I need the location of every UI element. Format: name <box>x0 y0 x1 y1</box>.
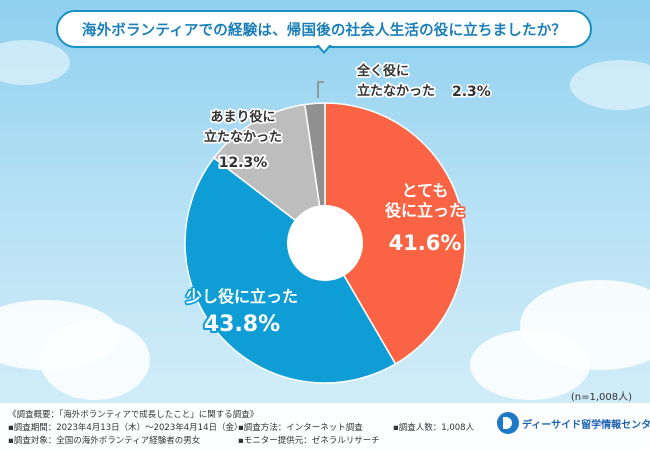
slice-value-3: 2.3% <box>452 84 491 100</box>
slice-value-2: 12.3% <box>219 155 268 171</box>
slice-label-1: 少し役に立った <box>185 287 298 306</box>
cloud-decoration <box>570 60 650 110</box>
survey-period: ▪調査期間：2023年4月13日（木）～2023年4月14日（金） <box>8 423 243 433</box>
company-logo: ディーサイド留学情報センター <box>497 412 650 434</box>
survey-count: ▪調査人数：1,008人 <box>393 423 475 433</box>
slice-value-1: 43.8% <box>204 312 280 337</box>
donut-hole <box>287 205 363 281</box>
sample-size-note: (n=1,008人) <box>570 392 632 403</box>
logo-icon <box>497 412 519 434</box>
slice-value-0: 41.6% <box>389 231 462 255</box>
slice-label-2: あまり役に <box>210 109 275 125</box>
survey-method: ▪調査方法：インターネット調査 <box>238 423 363 433</box>
slice-1 <box>184 156 397 384</box>
slice-label-3: 立たなかった <box>357 83 435 99</box>
slice-2 <box>212 103 327 245</box>
slice-label-3: 全く役に <box>356 63 409 79</box>
footer: 《調査概要：「海外ボランティアで成長したこと」に関する調査》 ▪調査期間：202… <box>0 403 650 450</box>
slice-label-0: 役に立った <box>385 201 465 220</box>
logo-text: ディーサイド留学情報センター <box>522 419 650 431</box>
donut-chart: とても役に立った41.6%少し役に立った43.8%あまり役に立たなかった12.3… <box>183 61 492 384</box>
title-bubble-tail-inner <box>318 44 330 51</box>
cloud-decoration <box>470 330 590 400</box>
survey-target: ▪調査対象：全国の海外ボランティア経験者の男女 <box>8 436 201 446</box>
slice-label-0: とても <box>402 181 449 200</box>
leader-line <box>317 81 324 98</box>
cloud-decoration <box>0 40 70 85</box>
cloud-decoration <box>40 320 150 400</box>
slice-label-2: 立たなかった <box>204 129 282 145</box>
survey-provider: ▪モニター提供元：ゼネラルリサーチ <box>238 436 380 446</box>
survey-overview: 《調査概要：「海外ボランティアで成長したこと」に関する調査》 <box>8 410 259 420</box>
slice-0 <box>324 102 466 365</box>
